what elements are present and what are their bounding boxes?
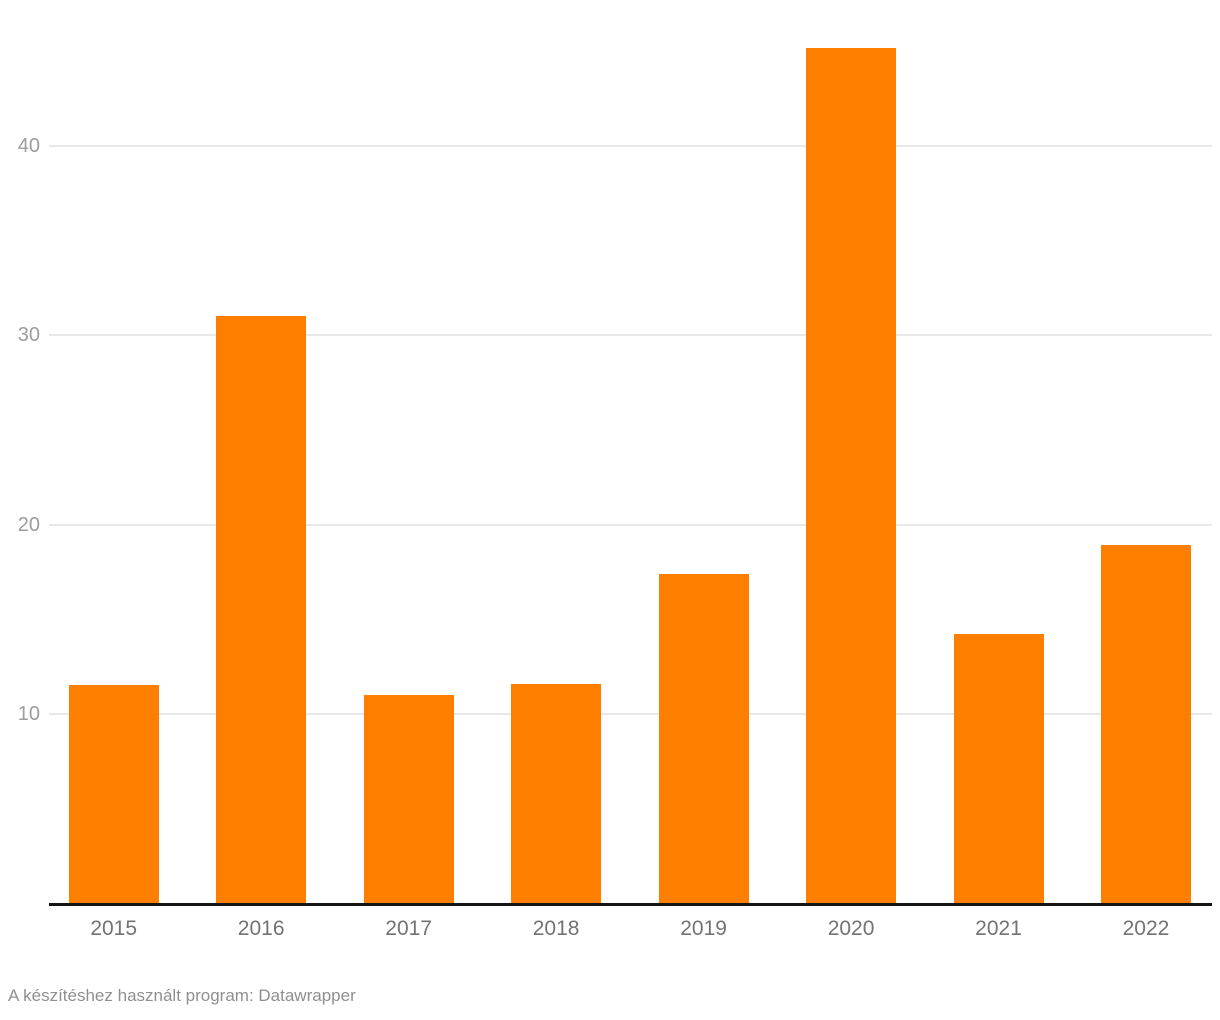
gridline-30 xyxy=(49,334,1212,337)
x-axis-tick-label: 2016 xyxy=(237,917,285,940)
gridline-40 xyxy=(49,145,1212,148)
bar-2022 xyxy=(1100,545,1191,903)
y-axis-tick-label: 30 xyxy=(17,324,40,347)
gridline-20 xyxy=(49,523,1212,526)
bar-2019 xyxy=(658,573,749,903)
bar-2018 xyxy=(511,683,602,903)
x-axis-line xyxy=(49,903,1212,906)
y-axis-tick-label: 40 xyxy=(17,135,40,158)
x-axis-tick-label: 2017 xyxy=(385,917,432,940)
x-axis-tick-label: 2022 xyxy=(1122,917,1170,940)
credit-text: A készítéshez használt program: Datawrap… xyxy=(8,986,356,1005)
bar-2021 xyxy=(953,634,1044,903)
x-axis-tick-label: 2021 xyxy=(975,917,1022,940)
bar-2020 xyxy=(806,47,897,903)
gridline-10 xyxy=(49,712,1212,715)
bar-2016 xyxy=(216,316,307,903)
x-axis-tick-label: 2020 xyxy=(827,917,875,940)
x-axis-tick-label: 2015 xyxy=(90,917,138,940)
bar-2015 xyxy=(68,685,159,903)
chart-footer: A készítéshez használt program: Datawrap… xyxy=(8,985,356,1007)
y-axis-tick-label: 20 xyxy=(17,513,40,536)
y-axis-tick-label: 10 xyxy=(17,702,40,725)
x-axis-tick-label: 2018 xyxy=(532,917,580,940)
bar-2017 xyxy=(363,694,454,903)
x-axis-tick-label: 2019 xyxy=(680,917,727,940)
